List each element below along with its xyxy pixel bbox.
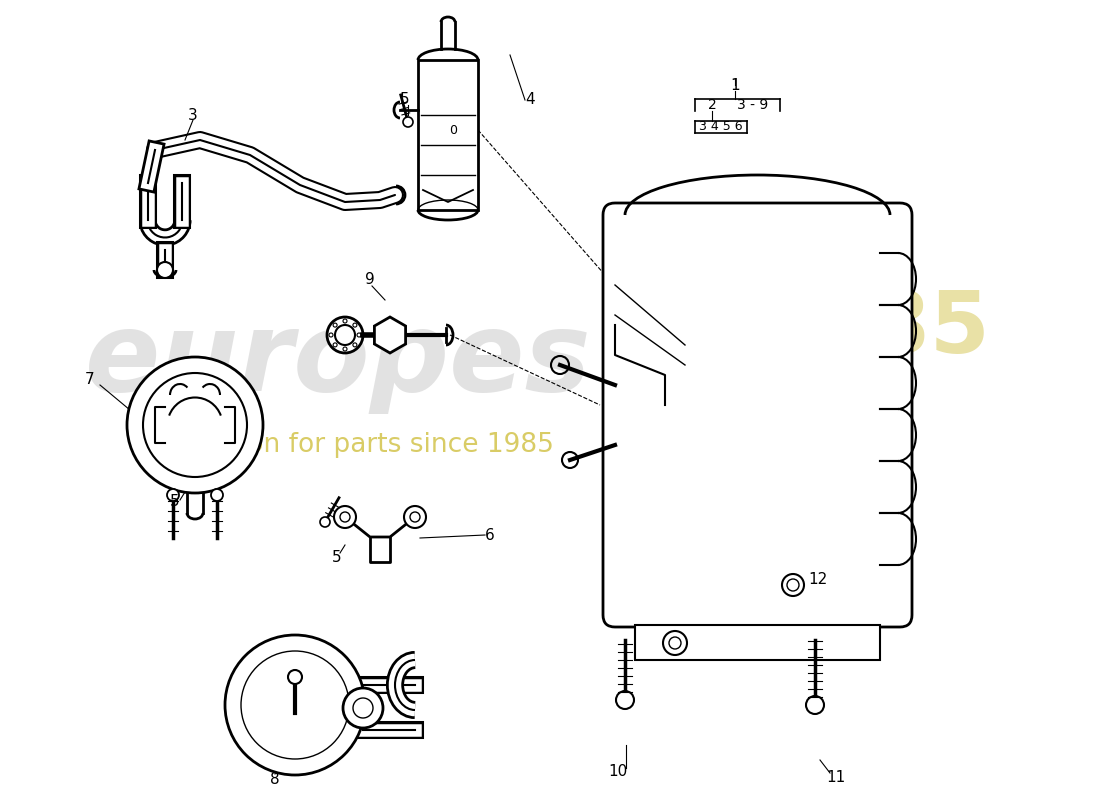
Circle shape [226, 635, 365, 775]
Text: 5: 5 [170, 494, 179, 510]
Circle shape [334, 506, 356, 528]
Text: 9: 9 [365, 273, 375, 287]
Circle shape [157, 262, 173, 278]
Text: 3: 3 [188, 107, 198, 122]
Text: a passion for parts since 1985: a passion for parts since 1985 [155, 432, 554, 458]
Text: 11: 11 [826, 770, 846, 786]
Text: 0: 0 [449, 123, 456, 137]
Text: 5: 5 [400, 93, 410, 107]
Text: 12: 12 [808, 573, 827, 587]
Text: 3 - 9: 3 - 9 [737, 98, 769, 112]
Text: 8: 8 [271, 773, 279, 787]
Circle shape [404, 506, 426, 528]
Bar [635, 625, 880, 660]
Circle shape [327, 317, 363, 353]
Bar [418, 60, 478, 210]
Circle shape [288, 670, 302, 684]
Circle shape [782, 574, 804, 596]
Text: 2: 2 [707, 98, 716, 112]
Text: 4: 4 [525, 93, 535, 107]
Circle shape [211, 489, 223, 501]
Text: 7: 7 [85, 373, 95, 387]
Circle shape [403, 117, 412, 127]
Circle shape [126, 357, 263, 493]
Polygon shape [374, 317, 406, 353]
FancyBboxPatch shape [603, 203, 912, 627]
Circle shape [343, 688, 383, 728]
Text: europes: europes [85, 306, 592, 414]
Circle shape [663, 631, 688, 655]
Text: 3 4 5 6: 3 4 5 6 [700, 121, 743, 134]
Text: 10: 10 [608, 765, 628, 779]
Circle shape [806, 696, 824, 714]
Circle shape [320, 517, 330, 527]
Text: 6: 6 [485, 527, 495, 542]
Text: 1985: 1985 [750, 289, 990, 371]
Circle shape [616, 691, 634, 709]
Text: 5: 5 [332, 550, 342, 566]
Circle shape [167, 489, 179, 501]
Text: 1: 1 [730, 78, 740, 93]
